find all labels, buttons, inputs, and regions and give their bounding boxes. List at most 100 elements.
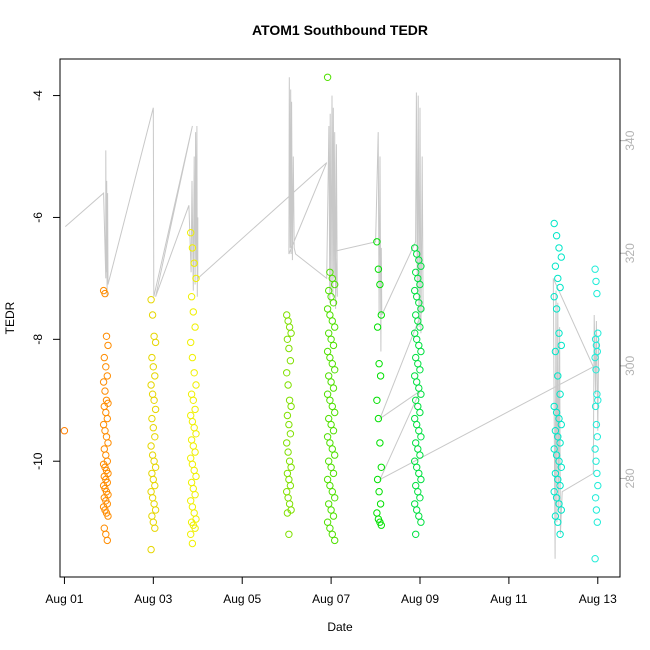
data-point [551,347,560,356]
data-point [373,509,381,517]
data-point [373,323,382,331]
trace-line [64,77,600,559]
data-point [555,500,563,508]
data-point [416,408,424,417]
data-point [329,384,338,392]
data-point [327,463,335,471]
data-point [550,402,558,411]
data-point [187,293,196,301]
data-point [190,466,198,475]
data-point [327,378,335,386]
data-point [413,378,421,386]
data-point [414,402,422,411]
data-point [287,329,295,337]
data-point [150,457,158,465]
data-point [188,460,197,468]
data-point [591,445,599,453]
data-point [556,530,564,538]
y-tick-label: -8 [31,334,45,345]
data-point [591,353,599,362]
data-point [556,283,564,292]
data-point [192,430,200,438]
data-point [283,469,292,478]
data-point [552,494,561,502]
data-point [285,500,294,508]
data-point [329,512,338,520]
data-point [327,420,335,429]
data-point [99,420,108,429]
data-point [328,402,336,411]
data-point [328,530,336,538]
data-point [187,454,195,462]
data-point [591,494,600,502]
data-point [414,445,422,453]
data-point [187,497,195,505]
data-point [284,494,292,502]
data-point [151,433,159,441]
data-point [373,396,381,404]
y2-tick-label: 280 [623,468,637,488]
data-point [190,424,198,432]
data-point [147,442,155,450]
data-point [102,530,110,538]
data-point [413,335,421,343]
data-point [323,518,332,526]
data-point [325,329,333,337]
line-trace-layer [64,77,600,559]
data-point [555,329,563,337]
data-point [104,439,112,447]
data-point [283,369,291,377]
data-point [331,366,339,374]
data-point [192,472,200,481]
x-tick-label: Aug 09 [401,592,439,606]
data-point [187,390,196,398]
data-point [287,402,295,411]
data-point [285,323,294,331]
data-point [375,488,383,496]
data-point [283,509,292,517]
data-point [556,439,564,447]
data-point [187,411,195,420]
data-point [416,366,424,374]
data-point [551,469,560,478]
data-point [151,372,159,380]
axes-layer: Aug 01 Aug 03 Aug 05 Aug 07 Aug 09 Aug 11 Aug … [31,90,637,606]
data-point [189,308,198,316]
data-point [592,457,600,465]
data-point [592,506,601,514]
data-point [412,311,420,319]
data-point [190,259,198,267]
data-point [149,475,158,484]
data-point [187,436,196,444]
y2-tick-label: 340 [623,130,637,150]
data-point [554,433,562,441]
data-point [188,539,197,548]
y2-tick-label: 320 [623,243,637,263]
data-point [151,463,160,471]
data-point [285,530,293,538]
data-point [148,353,156,362]
data-point [591,265,599,273]
y-tick-label: -6 [31,212,45,223]
plot-frame [59,58,621,578]
data-point [329,299,338,307]
data-point [554,372,562,380]
data-point [416,280,424,289]
data-point [148,512,156,520]
x-tick-label: Aug 11 [490,592,527,606]
data-point [191,524,199,532]
data-point [151,506,160,514]
data-point [411,414,419,423]
data-point [551,512,560,520]
data-point [555,457,563,465]
data-point [283,411,292,420]
data-point [188,244,197,252]
data-point [99,378,108,386]
data-point [187,478,196,487]
data-point [550,488,558,496]
data-point [323,347,332,356]
data-point [191,323,199,331]
data-point [331,536,339,545]
data-point [412,353,420,362]
data-point [557,420,565,429]
